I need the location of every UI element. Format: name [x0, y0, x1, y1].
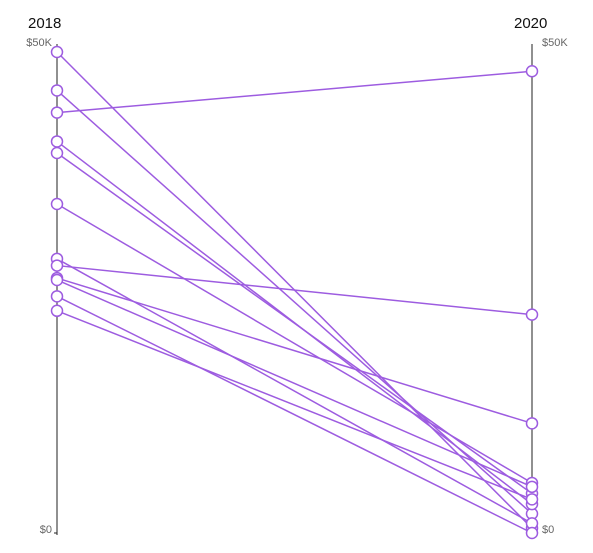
point: [50, 106, 64, 119]
point: [50, 84, 64, 97]
point: [525, 64, 539, 78]
point: [50, 135, 64, 148]
column-header: 2020: [514, 15, 547, 32]
column-header: 2018: [28, 15, 61, 32]
slope-line: [56, 277, 533, 425]
slope-line: [56, 279, 533, 488]
slope-line: [56, 203, 533, 484]
point: [50, 273, 64, 287]
point: [50, 304, 64, 318]
slope-line: [56, 258, 533, 525]
y-tick-label: $50K: [542, 37, 568, 49]
point: [50, 259, 64, 272]
point: [525, 480, 539, 494]
point: [525, 526, 539, 540]
point: [50, 146, 64, 160]
y-tick-label: $50K: [26, 37, 52, 49]
slope-line: [56, 264, 533, 316]
y-tick-label: $0: [40, 524, 52, 536]
point: [525, 493, 539, 506]
point: [525, 308, 539, 321]
slope-line: [56, 295, 533, 534]
slope-line: [56, 310, 533, 501]
slope-line: [56, 70, 533, 114]
point: [50, 45, 64, 59]
y-tick-label: $0: [542, 524, 554, 536]
point: [50, 290, 64, 303]
point: [50, 197, 64, 211]
slope-line: [56, 152, 533, 495]
point: [525, 417, 539, 430]
